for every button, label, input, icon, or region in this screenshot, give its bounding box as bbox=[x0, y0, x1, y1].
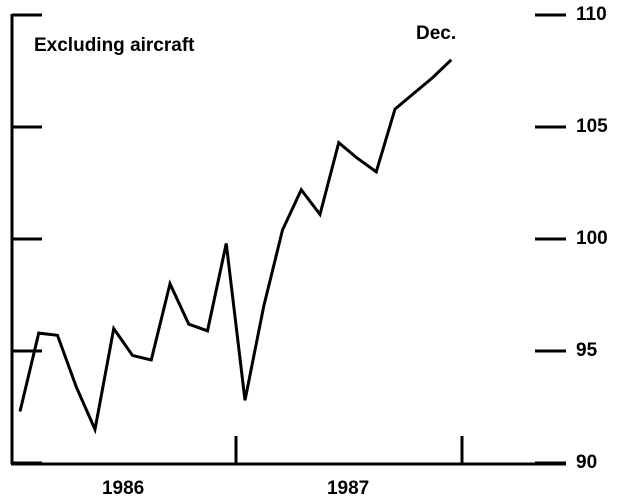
annotation: Dec. bbox=[416, 23, 456, 44]
x-group-label: 1986 bbox=[102, 478, 144, 499]
y-tick-label: 105 bbox=[576, 116, 608, 137]
data-line bbox=[18, 58, 453, 435]
y-tick-label: 110 bbox=[576, 4, 607, 25]
chart-title: Excluding aircraft bbox=[34, 35, 195, 56]
y-tick-label: 95 bbox=[576, 340, 598, 361]
y-tick-label: 100 bbox=[576, 228, 608, 249]
x-group-label: 1987 bbox=[327, 478, 369, 499]
y-tick-label: 90 bbox=[576, 452, 597, 473]
